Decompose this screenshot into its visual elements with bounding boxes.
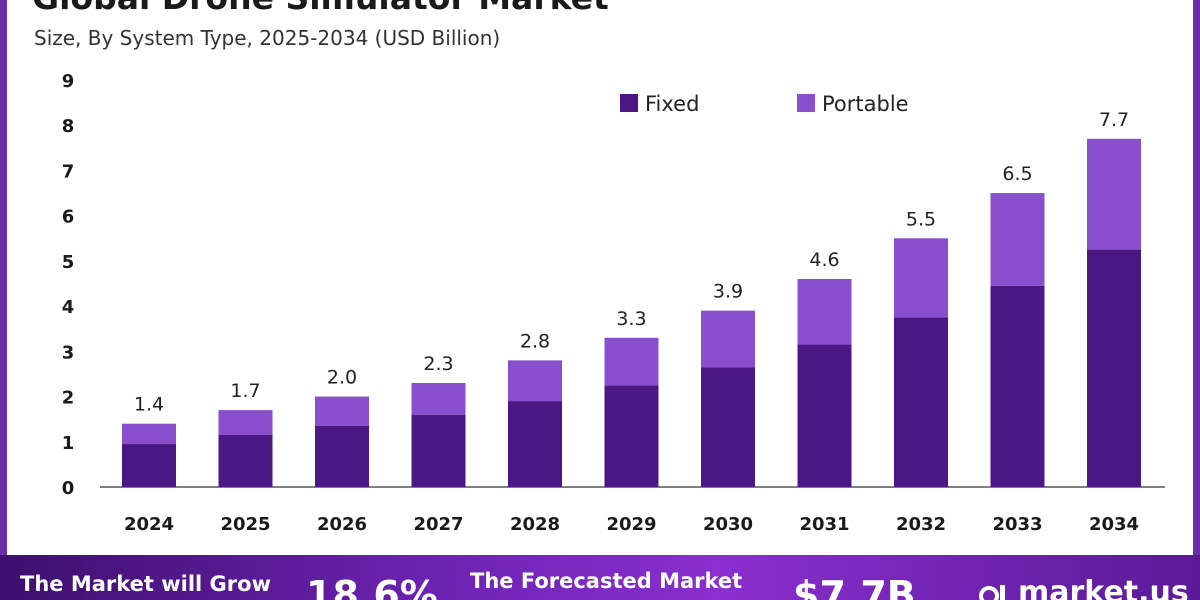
stacked-bar-chart: 0 1 2 3 4 5 6 7 8 9 1.4 2024 1.7 2025 2.0 2026 2.3 2027 2.…: [62, 71, 1165, 535]
bar-total-label: 7.7: [1099, 109, 1129, 131]
bar-portable-2031: [797, 278, 852, 345]
y-tick-label: 2: [62, 388, 75, 409]
banner-cagr-value: 18.6%: [306, 573, 438, 600]
bar-portable-2025: [218, 410, 273, 435]
y-tick-label: 3: [62, 342, 75, 363]
banner-grow-text: The Market will Grow: [20, 572, 271, 596]
legend-swatch-fixed: [620, 94, 638, 112]
y-tick-label: 6: [62, 207, 75, 228]
x-tick-label: 2030: [703, 514, 753, 535]
bar-fixed-2026: [315, 425, 369, 487]
bar-portable-2034: [1087, 138, 1141, 250]
x-tick-label: 2031: [799, 514, 849, 535]
y-tick-label: 5: [62, 252, 75, 273]
bar-total-label: 1.7: [230, 380, 260, 402]
x-tick-label: 2033: [992, 514, 1042, 535]
y-tick-label: 4: [62, 297, 75, 318]
bar-portable-2030: [701, 310, 755, 368]
y-tick-label: 8: [62, 116, 75, 137]
x-tick-label: 2032: [896, 514, 946, 535]
bar-total-label: 3.9: [713, 281, 743, 303]
bar-fixed-2032: [894, 317, 948, 487]
bar-portable-2027: [411, 382, 466, 415]
bar-portable-2026: [315, 396, 369, 426]
bar-fixed-2025: [218, 434, 273, 487]
banner-forecast-text: The Forecasted Market: [470, 569, 743, 593]
y-tick-label: 9: [62, 71, 75, 92]
chart-subtitle: Size, By System Type, 2025-2034 (USD Bil…: [34, 26, 501, 50]
x-tick-label: 2028: [510, 514, 560, 535]
bar-fixed-2030: [701, 367, 755, 487]
bar-total-label: 6.5: [1002, 163, 1032, 185]
bar-fixed-2033: [990, 285, 1045, 487]
bar-total-label: 3.3: [616, 308, 646, 330]
y-tick-label: 1: [62, 433, 75, 454]
x-tick-label: 2025: [220, 514, 270, 535]
x-tick-label: 2029: [606, 514, 656, 535]
y-tick-label: 0: [62, 478, 75, 499]
bar-fixed-2034: [1087, 249, 1141, 487]
bar-fixed-2029: [604, 385, 659, 487]
chart-title: Global Drone Simulator Market: [32, 0, 609, 17]
bar-total-label: 5.5: [906, 208, 936, 230]
brand-name: market.us: [1018, 575, 1189, 600]
x-tick-label: 2034: [1089, 514, 1139, 535]
banner-forecast-value: $7.7B: [793, 573, 916, 600]
bar-total-label: 2.0: [327, 367, 357, 389]
y-tick-label: 7: [62, 161, 75, 182]
bar-fixed-2028: [508, 401, 562, 487]
bar-total-label: 2.3: [423, 353, 453, 375]
x-tick-label: 2026: [317, 514, 367, 535]
bar-total-label: 2.8: [520, 330, 550, 352]
bar-total-label: 4.6: [809, 249, 839, 271]
bar-portable-2032: [894, 238, 948, 318]
bar-portable-2029: [604, 337, 659, 386]
legend-label-fixed: Fixed: [645, 92, 699, 116]
legend-swatch-portable: [797, 94, 815, 112]
x-tick-label: 2024: [124, 514, 174, 535]
summary-banner: The Market will Grow 18.6% The Forecaste…: [0, 555, 1200, 600]
brand-logo-icon: [979, 585, 1005, 600]
bar-fixed-2031: [797, 344, 852, 487]
bar-portable-2033: [990, 193, 1045, 286]
bar-portable-2028: [508, 360, 562, 402]
x-tick-label: 2027: [413, 514, 463, 535]
bar-fixed-2027: [411, 414, 466, 487]
bar-portable-2024: [122, 423, 176, 445]
legend-label-portable: Portable: [822, 92, 909, 116]
frame-border-left: [0, 0, 7, 555]
bar-fixed-2024: [122, 444, 176, 487]
frame-border-right: [1193, 0, 1200, 555]
bar-total-label: 1.4: [134, 394, 164, 416]
